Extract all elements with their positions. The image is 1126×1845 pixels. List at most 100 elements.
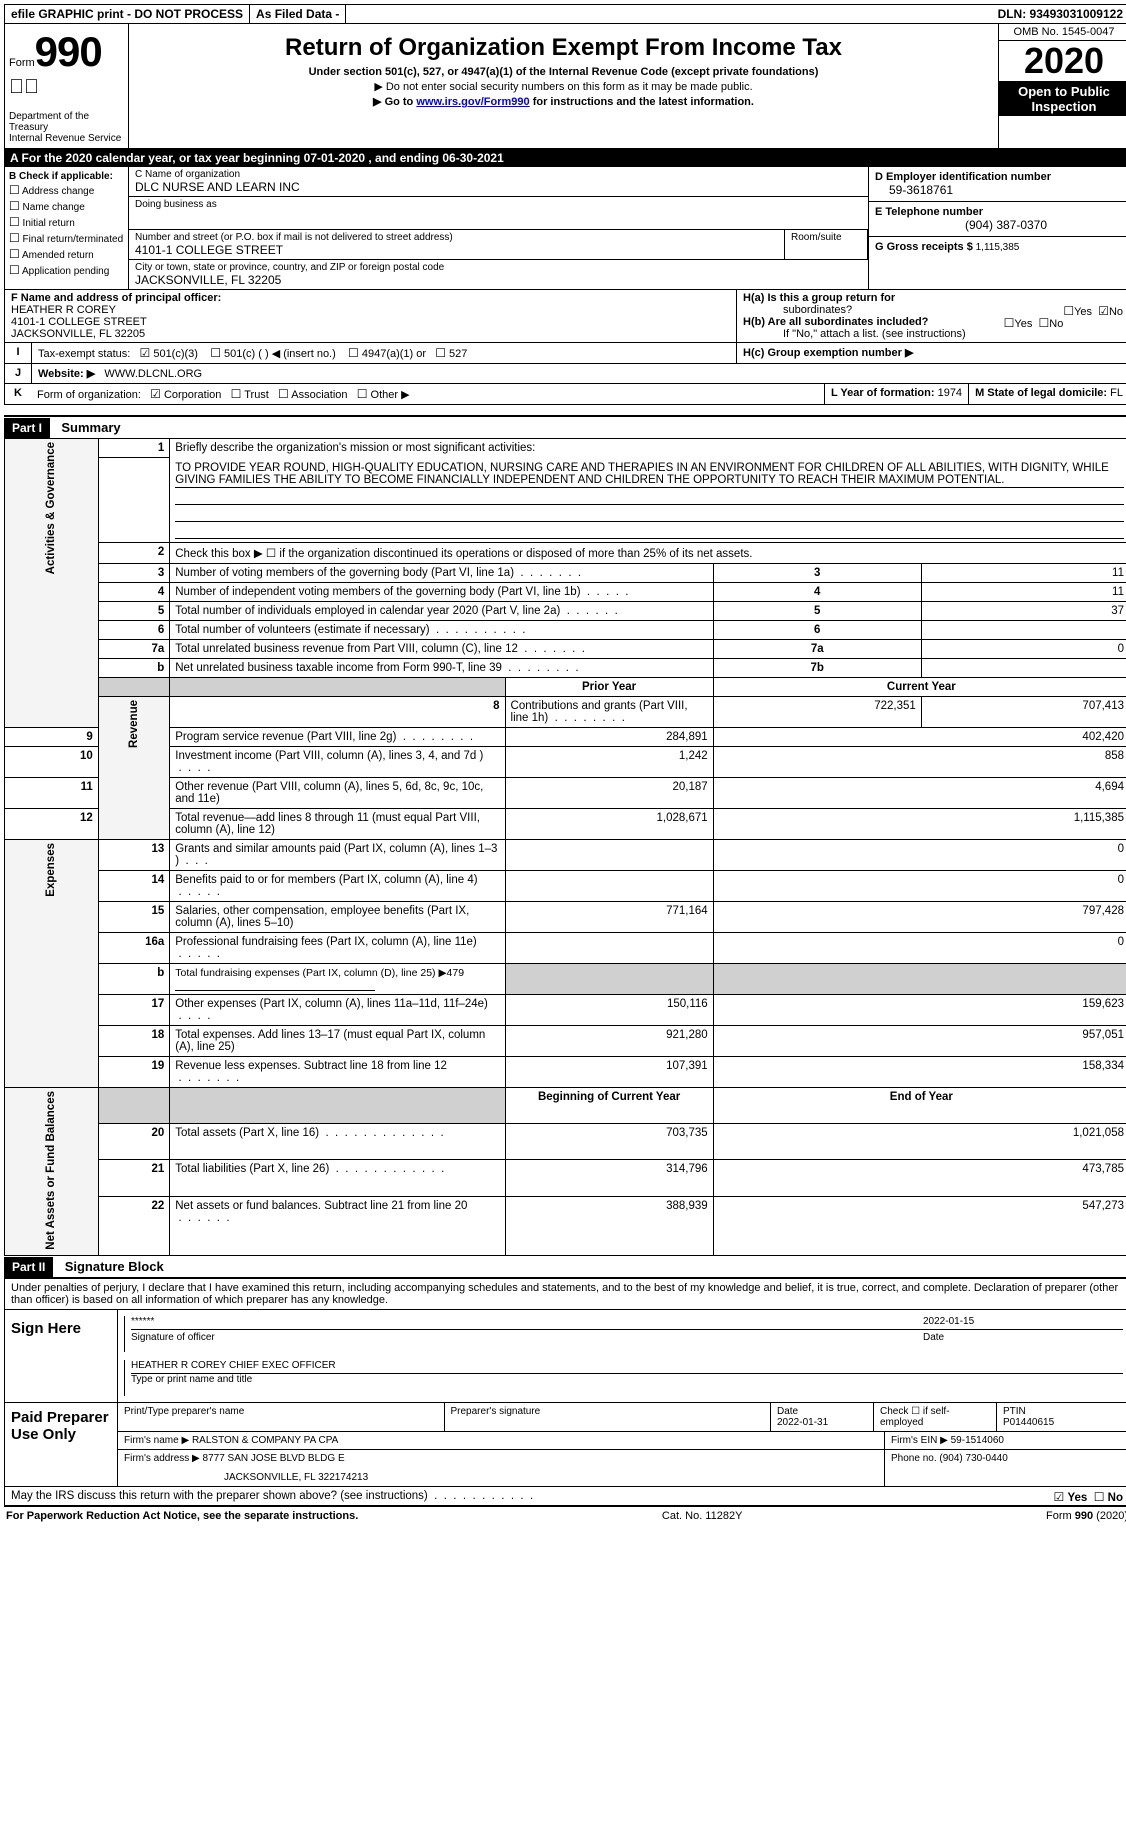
ag-row: 6 Total number of volunteers (estimate i… bbox=[5, 620, 1126, 639]
footer-mid: Cat. No. 11282Y bbox=[662, 1510, 743, 1522]
sig-date-label: Date bbox=[923, 1329, 1123, 1343]
phone-label: E Telephone number bbox=[875, 206, 1123, 218]
f-h-row: F Name and address of principal officer:… bbox=[4, 290, 1126, 343]
form-subtitle-2: ▶ Do not enter social security numbers o… bbox=[137, 80, 990, 93]
hdr-current-year: Current Year bbox=[713, 677, 1126, 696]
chk-amended-return[interactable]: ☐ Amended return bbox=[9, 247, 124, 262]
footer-left: For Paperwork Reduction Act Notice, see … bbox=[6, 1510, 358, 1522]
dba-label: Doing business as bbox=[135, 199, 862, 210]
row-i-label: I bbox=[5, 343, 32, 363]
q1-label: Briefly describe the organization's miss… bbox=[175, 442, 1124, 454]
side-expenses: Expenses bbox=[5, 839, 99, 1087]
principal-officer: F Name and address of principal officer:… bbox=[5, 290, 736, 342]
firm-addr1: 8777 SAN JOSE BLVD BLDG E bbox=[203, 1453, 345, 1464]
ag-row: 5 Total number of individuals employed i… bbox=[5, 601, 1126, 620]
col-d-e-g: D Employer identification number 59-3618… bbox=[869, 167, 1126, 289]
form-subtitle-1: Under section 501(c), 527, or 4947(a)(1)… bbox=[137, 66, 990, 78]
officer-name: HEATHER R COREY bbox=[11, 304, 730, 316]
form-num: 990 bbox=[35, 28, 102, 76]
as-filed: As Filed Data - bbox=[250, 5, 346, 23]
part1-bar: Part I Summary bbox=[4, 415, 1126, 438]
discuss-with-preparer: May the IRS discuss this return with the… bbox=[5, 1486, 1126, 1505]
c-name-label: C Name of organization bbox=[135, 169, 862, 180]
city-label: City or town, state or province, country… bbox=[135, 262, 862, 273]
mission-text: TO PROVIDE YEAR ROUND, HIGH-QUALITY EDUC… bbox=[175, 461, 1124, 488]
chk-application-pending[interactable]: ☐ Application pending bbox=[9, 263, 124, 278]
street-address: 4101-1 COLLEGE STREET bbox=[135, 243, 778, 257]
col-c-name-address: C Name of organization DLC NURSE AND LEA… bbox=[129, 167, 869, 289]
gross-receipts-label: G Gross receipts $ bbox=[875, 241, 973, 253]
tax-exempt-status-row: I Tax-exempt status: ☑ 501(c)(3) ☐ 501(c… bbox=[4, 343, 1126, 364]
side-net-assets: Net Assets or Fund Balances bbox=[5, 1087, 99, 1256]
form-subtitle-3: ▶ Go to www.irs.gov/Form990 for instruct… bbox=[137, 95, 990, 108]
perjury-declaration: Under penalties of perjury, I declare th… bbox=[5, 1279, 1126, 1310]
check-self-employed[interactable]: Check ☐ if self-employed bbox=[874, 1403, 997, 1431]
city-state-zip: JACKSONVILLE, FL 32205 bbox=[135, 273, 862, 287]
page-footer: For Paperwork Reduction Act Notice, see … bbox=[4, 1506, 1126, 1525]
tax-year: 2020 bbox=[999, 41, 1126, 82]
addr-label: Number and street (or P.O. box if mail i… bbox=[135, 232, 778, 243]
row-j-label: J bbox=[5, 364, 32, 383]
row-a-tax-year: A For the 2020 calendar year, or tax yea… bbox=[4, 149, 1126, 167]
header-right: OMB No. 1545-0047 2020 Open to Public In… bbox=[998, 24, 1126, 148]
omb-number: OMB No. 1545-0047 bbox=[999, 24, 1126, 41]
b-label: B Check if applicable: bbox=[9, 171, 124, 182]
sig-date: 2022-01-15 bbox=[923, 1316, 1123, 1327]
year-formation: L Year of formation: 1974 bbox=[824, 384, 968, 404]
paid-preparer-label: Paid Preparer Use Only bbox=[5, 1403, 118, 1486]
gross-receipts-value: 1,115,385 bbox=[976, 242, 1020, 253]
hdr-prior-year: Prior Year bbox=[505, 677, 713, 696]
prep-name-label: Print/Type preparer's name bbox=[118, 1403, 445, 1431]
sign-here-label: Sign Here bbox=[5, 1310, 118, 1402]
form-label: Form bbox=[9, 57, 35, 69]
efile-notice: efile GRAPHIC print - DO NOT PROCESS bbox=[5, 5, 250, 23]
header-left: Form 990 ✎⃝ Department of the Treasury I… bbox=[5, 24, 129, 148]
firm-phone: (904) 730-0440 bbox=[939, 1453, 1007, 1464]
chk-initial-return[interactable]: ☐ Initial return bbox=[9, 215, 124, 230]
part1-header: Part I bbox=[4, 418, 50, 438]
part2-title: Signature Block bbox=[57, 1256, 172, 1277]
chk-final-return[interactable]: ☐ Final return/terminated bbox=[9, 231, 124, 246]
ag-row: 3 Number of voting members of the govern… bbox=[5, 563, 1126, 582]
prep-sig-label: Preparer's signature bbox=[445, 1403, 772, 1431]
firm-addr2: JACKSONVILLE, FL 322174213 bbox=[124, 1464, 878, 1483]
officer-addr2: JACKSONVILLE, FL 32205 bbox=[11, 328, 730, 340]
top-bar: efile GRAPHIC print - DO NOT PROCESS As … bbox=[4, 4, 1126, 24]
org-name: DLC NURSE AND LEARN INC bbox=[135, 180, 862, 194]
q2-discontinued: Check this box ▶ ☐ if the organization d… bbox=[170, 542, 1126, 563]
ag-row: b Net unrelated business taxable income … bbox=[5, 658, 1126, 677]
form-header: Form 990 ✎⃝ Department of the Treasury I… bbox=[4, 24, 1126, 149]
ein-label: D Employer identification number bbox=[875, 171, 1123, 183]
chk-name-change[interactable]: ☐ Name change bbox=[9, 199, 124, 214]
firm-name: RALSTON & COMPANY PA CPA bbox=[192, 1435, 338, 1446]
irs-logo-icon: ✎⃝ bbox=[9, 76, 124, 99]
ptin: P01440615 bbox=[1003, 1417, 1054, 1428]
side-revenue: Revenue bbox=[98, 696, 170, 839]
irs-link[interactable]: www.irs.gov/Form990 bbox=[416, 96, 529, 108]
state-domicile: M State of legal domicile: FL bbox=[968, 384, 1126, 404]
type-name-label: Type or print name and title bbox=[131, 1374, 1123, 1385]
form-title: Return of Organization Exempt From Incom… bbox=[137, 34, 990, 62]
dept-treasury: Department of the Treasury Internal Reve… bbox=[9, 111, 124, 144]
signature-block: Under penalties of perjury, I declare th… bbox=[4, 1277, 1126, 1506]
hdr-end: End of Year bbox=[713, 1087, 1126, 1123]
sig-officer-label: Signature of officer bbox=[131, 1329, 923, 1343]
side-activities-governance: Activities & Governance bbox=[5, 439, 99, 728]
footer-right: Form 990 (2020) bbox=[1046, 1510, 1126, 1522]
website-value: WWW.DLCNL.ORG bbox=[104, 368, 202, 380]
dln: DLN: 93493031009122 bbox=[992, 5, 1126, 23]
chk-address-change[interactable]: ☐ Address change bbox=[9, 183, 124, 198]
officer-name-title: HEATHER R COREY CHIEF EXEC OFFICER bbox=[131, 1360, 1123, 1374]
open-to-public: Open to Public Inspection bbox=[999, 82, 1126, 116]
summary-table: Activities & Governance 1 Briefly descri… bbox=[4, 438, 1126, 1256]
row-k-label: K bbox=[5, 384, 31, 404]
h-group-return: H(a) Is this a group return for subordin… bbox=[736, 290, 1126, 342]
website-row: J Website: ▶ WWW.DLCNL.ORG bbox=[4, 364, 1126, 384]
officer-addr1: 4101-1 COLLEGE STREET bbox=[11, 316, 730, 328]
prep-date: 2022-01-31 bbox=[777, 1417, 828, 1428]
part2-header: Part II bbox=[4, 1257, 53, 1277]
part1-title: Summary bbox=[53, 417, 128, 438]
firm-ein: 59-1514060 bbox=[951, 1435, 1004, 1446]
identity-grid: B Check if applicable: ☐ Address change … bbox=[4, 167, 1126, 290]
room-suite-label: Room/suite bbox=[785, 230, 868, 259]
